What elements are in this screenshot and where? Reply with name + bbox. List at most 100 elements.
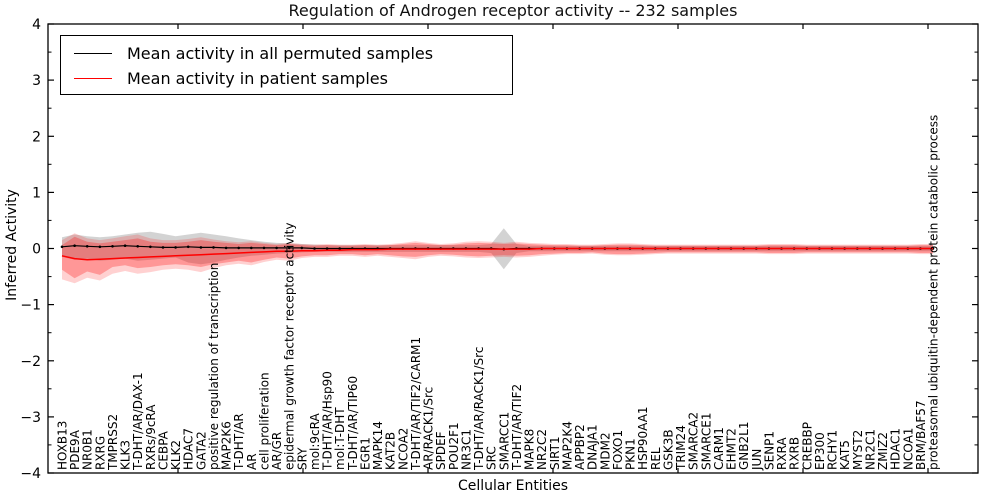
x-tick-label: GNB2L1 <box>737 422 751 470</box>
x-tick-label: RXRG <box>93 436 107 470</box>
x-tick-label: MAPK14 <box>371 421 385 470</box>
legend-label-patient: Mean activity in patient samples <box>127 69 388 88</box>
permuted-mean-marker <box>275 246 278 250</box>
x-tick-label: BRM/BAF57 <box>914 400 928 470</box>
x-tick-label: GATA2 <box>194 431 208 470</box>
x-tick-label: MAP2K4 <box>560 421 574 470</box>
x-tick-label: CEBPA <box>157 430 171 470</box>
x-tick-label: KLK2 <box>169 440 183 470</box>
legend-entry-patient: Mean activity in patient samples <box>61 66 512 91</box>
chart-title: Regulation of Androgen receptor activity… <box>288 1 738 20</box>
x-tick-label: TMPRSS2 <box>106 414 120 471</box>
permuted-mean-marker <box>262 246 266 250</box>
permuted-mean-marker <box>161 246 165 249</box>
x-tick-label: CARM1 <box>712 427 726 470</box>
x-tick-label: NR2C1 <box>863 429 877 470</box>
x-tick-label: AR <box>245 453 259 470</box>
x-tick-label: FOXO1 <box>611 430 625 470</box>
x-tick-label: HSP90AA1 <box>636 406 650 470</box>
x-tick-label: EGR1 <box>359 437 373 470</box>
x-tick-label: EHMT2 <box>725 428 739 470</box>
x-tick-label: PDE9A <box>68 429 82 470</box>
permuted-mean-marker <box>111 245 114 248</box>
x-tick-label: SPDEF <box>434 431 448 470</box>
x-tick-label: T-DHT/AR/Hsp90 <box>321 371 335 471</box>
y-tick-label: −4 <box>20 466 41 482</box>
permuted-mean-marker <box>199 246 203 249</box>
x-tick-label: APPBP2 <box>573 424 587 470</box>
x-tick-label: KAT5 <box>838 440 852 470</box>
x-tick-label: MYST2 <box>851 430 865 470</box>
x-tick-label: POU2F1 <box>447 422 461 470</box>
x-tick-label: NR2C2 <box>535 429 549 470</box>
y-tick-label: −2 <box>20 354 41 370</box>
x-tick-label: mol:T-DHT <box>333 407 347 470</box>
permuted-mean-marker <box>60 245 64 249</box>
x-tick-label: SENP1 <box>762 431 776 470</box>
x-tick-label: MAPK8 <box>523 429 537 470</box>
x-tick-label: T-DHT/AR/RACK1/Src <box>472 347 486 471</box>
permuted-line-sample <box>74 53 112 54</box>
permuted-mean-marker <box>313 247 316 250</box>
permuted-mean-marker <box>136 245 139 248</box>
permuted-mean-marker <box>300 246 304 250</box>
x-tick-label: PKN1 <box>624 438 638 470</box>
y-tick-label: −1 <box>20 298 41 314</box>
permuted-mean-marker <box>186 245 190 249</box>
x-tick-label: SRY <box>295 447 309 470</box>
x-tick-label: T-DHT/AR/TIF2/CARM1 <box>409 337 423 471</box>
permuted-mean-marker <box>250 246 253 250</box>
x-tick-label: NCOA1 <box>901 428 915 470</box>
permuted-mean-marker <box>149 245 152 249</box>
x-tick-label: MAP2K6 <box>220 421 234 470</box>
x-tick-label: AR/GR <box>270 432 284 470</box>
x-tick-label: proteasomal ubiquitin-dependent protein … <box>927 115 941 470</box>
patient-mean-line <box>61 247 933 261</box>
x-tick-label: JUN <box>750 449 764 471</box>
x-tick-label: HDAC1 <box>889 428 903 470</box>
x-tick-label: T-DHT/AR <box>232 413 246 471</box>
x-tick-label: cell proliferation <box>258 372 272 470</box>
x-tick-label: NCOA2 <box>396 428 410 470</box>
x-tick-label: SMARCC1 <box>497 412 511 470</box>
y-tick-label: −3 <box>20 410 41 426</box>
x-tick-label: SRC <box>485 446 499 470</box>
permuted-mean-marker <box>85 245 89 248</box>
x-tick-label: T-DHT/AR/TIF2 <box>510 384 524 471</box>
patient-range-outer-band <box>62 233 933 284</box>
legend-entry-permuted: Mean activity in all permuted samples <box>61 41 512 66</box>
x-tick-label: T-DHT/AR/DAX-1 <box>131 372 145 471</box>
x-tick-label: T-DHT/AR/TIP60 <box>346 376 360 471</box>
x-tick-label: HDAC7 <box>182 428 196 470</box>
y-tick-label: 3 <box>32 73 41 89</box>
permuted-mean-marker <box>212 246 215 249</box>
x-tick-label: RCHY1 <box>826 430 840 470</box>
x-tick-label: NR3C1 <box>459 429 473 470</box>
permuted-mean-marker <box>98 245 102 249</box>
x-tick-label: RXRB <box>788 437 802 470</box>
x-tick-label: TRIM24 <box>674 425 688 471</box>
permuted-mean-marker <box>287 246 291 250</box>
x-tick-label: DNAJA1 <box>586 424 600 470</box>
y-tick-label: 4 <box>32 17 41 33</box>
x-tick-label: AR/RACK1/Src <box>422 387 436 470</box>
x-tick-label: RXRs/9cRA <box>144 404 158 470</box>
x-tick-label: GSK3B <box>661 429 675 470</box>
y-tick-label: 0 <box>32 242 41 258</box>
x-tick-label: NR0B1 <box>81 429 95 470</box>
x-tick-label: SMARCA2 <box>687 412 701 470</box>
x-axis-label: Cellular Entities <box>457 478 569 494</box>
permuted-mean-marker <box>325 247 329 250</box>
x-tick-label: KAT2B <box>384 432 398 470</box>
legend-label-permuted: Mean activity in all permuted samples <box>127 44 434 63</box>
x-tick-label: REL <box>649 447 663 470</box>
x-tick-label: SMARCE1 <box>699 412 713 470</box>
permuted-mean-marker <box>224 246 228 250</box>
y-tick-label: 1 <box>32 185 41 201</box>
x-tick-label: MDM2 <box>598 432 612 470</box>
x-tick-label: CREBBP <box>800 422 814 470</box>
permuted-mean-marker <box>174 246 177 249</box>
x-tick-label: RXRA <box>775 437 789 470</box>
